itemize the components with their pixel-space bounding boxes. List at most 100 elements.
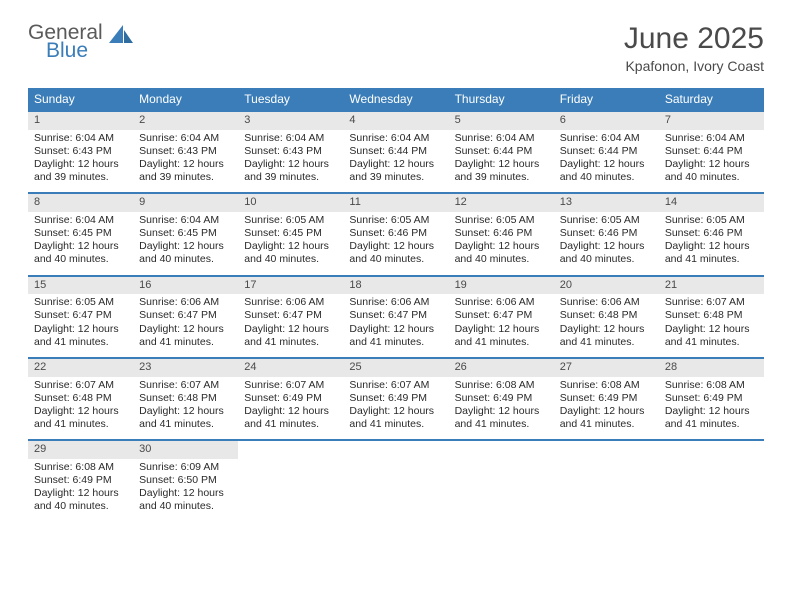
day-number: 13 (554, 194, 659, 212)
day-number: 3 (238, 112, 343, 130)
dl2-text: and 41 minutes. (659, 253, 764, 266)
dl1-text: Daylight: 12 hours (133, 405, 238, 418)
sunrise-text: Sunrise: 6:04 AM (659, 132, 764, 145)
day-number: 6 (554, 112, 659, 130)
dl2-text: and 40 minutes. (554, 171, 659, 184)
dl2-text: and 41 minutes. (238, 336, 343, 349)
sunrise-text: Sunrise: 6:04 AM (238, 132, 343, 145)
calendar-cell: 24Sunrise: 6:07 AMSunset: 6:49 PMDayligh… (238, 359, 343, 439)
dl1-text: Daylight: 12 hours (659, 323, 764, 336)
dl1-text: Daylight: 12 hours (343, 240, 448, 253)
dl2-text: and 39 minutes. (133, 171, 238, 184)
dl1-text: Daylight: 12 hours (343, 405, 448, 418)
sunset-text: Sunset: 6:47 PM (238, 309, 343, 322)
sunset-text: Sunset: 6:44 PM (554, 145, 659, 158)
dl1-text: Daylight: 12 hours (28, 487, 133, 500)
day-number: 7 (659, 112, 764, 130)
dl2-text: and 41 minutes. (449, 336, 554, 349)
header: General Blue June 2025 Kpafonon, Ivory C… (28, 22, 764, 74)
calendar-cell: 29Sunrise: 6:08 AMSunset: 6:49 PMDayligh… (28, 441, 133, 521)
calendar-cell: 12Sunrise: 6:05 AMSunset: 6:46 PMDayligh… (449, 194, 554, 274)
calendar-cell (449, 441, 554, 521)
sunset-text: Sunset: 6:46 PM (659, 227, 764, 240)
calendar-cell: 13Sunrise: 6:05 AMSunset: 6:46 PMDayligh… (554, 194, 659, 274)
dl2-text: and 40 minutes. (28, 500, 133, 513)
calendar-cell: 27Sunrise: 6:08 AMSunset: 6:49 PMDayligh… (554, 359, 659, 439)
dl2-text: and 40 minutes. (554, 253, 659, 266)
week-row: 22Sunrise: 6:07 AMSunset: 6:48 PMDayligh… (28, 357, 764, 439)
week-row: 29Sunrise: 6:08 AMSunset: 6:49 PMDayligh… (28, 439, 764, 521)
dl2-text: and 41 minutes. (554, 418, 659, 431)
calendar-cell: 6 Sunrise: 6:04 AMSunset: 6:44 PMDaylight… (554, 112, 659, 192)
calendar-cell: 22Sunrise: 6:07 AMSunset: 6:48 PMDayligh… (28, 359, 133, 439)
calendar-cell: 1Sunrise: 6:04 AMSunset: 6:43 PMDaylight… (28, 112, 133, 192)
sunrise-text: Sunrise: 6:06 AM (133, 296, 238, 309)
calendar-cell (343, 441, 448, 521)
day-number: 18 (343, 277, 448, 295)
day-number: 2 (133, 112, 238, 130)
sunrise-text: Sunrise: 6:04 AM (133, 214, 238, 227)
sunrise-text: Sunrise: 6:06 AM (238, 296, 343, 309)
day-number: 27 (554, 359, 659, 377)
day-number: 5 (449, 112, 554, 130)
sunset-text: Sunset: 6:46 PM (343, 227, 448, 240)
dl1-text: Daylight: 12 hours (133, 240, 238, 253)
dl2-text: and 39 minutes. (238, 171, 343, 184)
calendar-cell: 14Sunrise: 6:05 AMSunset: 6:46 PMDayligh… (659, 194, 764, 274)
day-number: 24 (238, 359, 343, 377)
sunrise-text: Sunrise: 6:04 AM (28, 214, 133, 227)
dl1-text: Daylight: 12 hours (659, 158, 764, 171)
calendar-cell: 3Sunrise: 6:04 AMSunset: 6:43 PMDaylight… (238, 112, 343, 192)
dl1-text: Daylight: 12 hours (659, 240, 764, 253)
dl1-text: Daylight: 12 hours (659, 405, 764, 418)
dl1-text: Daylight: 12 hours (28, 323, 133, 336)
sunset-text: Sunset: 6:48 PM (659, 309, 764, 322)
page: General Blue June 2025 Kpafonon, Ivory C… (0, 0, 792, 531)
sunset-text: Sunset: 6:49 PM (554, 392, 659, 405)
dl1-text: Daylight: 12 hours (554, 158, 659, 171)
sunset-text: Sunset: 6:49 PM (659, 392, 764, 405)
sunrise-text: Sunrise: 6:06 AM (343, 296, 448, 309)
dl2-text: and 40 minutes. (343, 253, 448, 266)
dl2-text: and 40 minutes. (133, 253, 238, 266)
day-number: 8 (28, 194, 133, 212)
day-number: 17 (238, 277, 343, 295)
sunrise-text: Sunrise: 6:08 AM (554, 379, 659, 392)
calendar-cell (659, 441, 764, 521)
day-header: Sunday (28, 88, 133, 110)
calendar-cell (554, 441, 659, 521)
dl2-text: and 41 minutes. (554, 336, 659, 349)
day-number: 11 (343, 194, 448, 212)
dl2-text: and 40 minutes. (133, 500, 238, 513)
sunset-text: Sunset: 6:48 PM (133, 392, 238, 405)
sunset-text: Sunset: 6:50 PM (133, 474, 238, 487)
sunrise-text: Sunrise: 6:04 AM (554, 132, 659, 145)
calendar: Sunday Monday Tuesday Wednesday Thursday… (28, 88, 764, 521)
dl1-text: Daylight: 12 hours (28, 240, 133, 253)
calendar-cell: 2Sunrise: 6:04 AMSunset: 6:43 PMDaylight… (133, 112, 238, 192)
dl2-text: and 40 minutes. (449, 253, 554, 266)
calendar-cell (238, 441, 343, 521)
day-number: 15 (28, 277, 133, 295)
day-number: 22 (28, 359, 133, 377)
sunset-text: Sunset: 6:49 PM (343, 392, 448, 405)
dl2-text: and 41 minutes. (133, 418, 238, 431)
dl2-text: and 40 minutes. (659, 171, 764, 184)
sunrise-text: Sunrise: 6:07 AM (133, 379, 238, 392)
title-block: June 2025 Kpafonon, Ivory Coast (624, 22, 764, 74)
sunrise-text: Sunrise: 6:04 AM (343, 132, 448, 145)
sunset-text: Sunset: 6:49 PM (449, 392, 554, 405)
sunrise-text: Sunrise: 6:06 AM (554, 296, 659, 309)
day-number: 4 (343, 112, 448, 130)
sunrise-text: Sunrise: 6:07 AM (28, 379, 133, 392)
sunset-text: Sunset: 6:43 PM (238, 145, 343, 158)
sunset-text: Sunset: 6:47 PM (343, 309, 448, 322)
logo-text: General Blue (28, 22, 103, 62)
logo-sail-icon (109, 25, 135, 45)
calendar-cell: 25Sunrise: 6:07 AMSunset: 6:49 PMDayligh… (343, 359, 448, 439)
dl2-text: and 41 minutes. (659, 336, 764, 349)
sunrise-text: Sunrise: 6:05 AM (659, 214, 764, 227)
sunset-text: Sunset: 6:49 PM (238, 392, 343, 405)
sunset-text: Sunset: 6:45 PM (133, 227, 238, 240)
calendar-cell: 5Sunrise: 6:04 AMSunset: 6:44 PMDaylight… (449, 112, 554, 192)
